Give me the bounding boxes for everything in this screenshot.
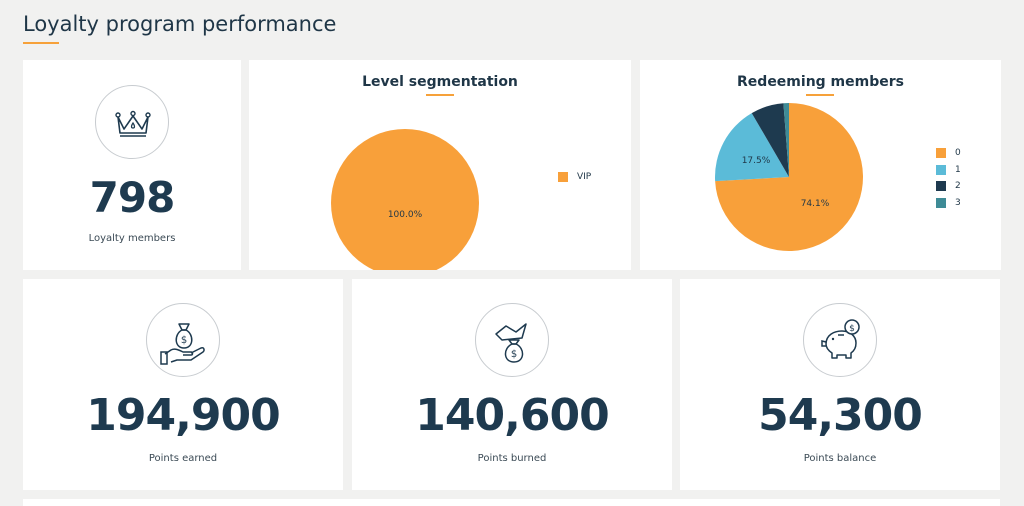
loyalty-members-caption: Loyalty members (88, 233, 176, 244)
legend-item-3[interactable]: 3 (936, 195, 961, 212)
pie-slice-VIP[interactable] (331, 129, 479, 270)
redeeming-members-legend: 0 1 2 3 (936, 145, 961, 211)
pie-slice-1[interactable] (715, 113, 789, 182)
money-bag-fire-icon: $ (475, 303, 549, 377)
legend-swatch (936, 164, 946, 175)
points-balance-card: $ 54,300 Points balance (680, 279, 1000, 490)
pie-slice-label: 17.5% (742, 156, 771, 166)
legend-label: 1 (955, 164, 961, 175)
pie-slice-label: 100.0% (388, 210, 423, 220)
title-underline (23, 42, 59, 44)
legend-item-2[interactable]: 2 (936, 178, 961, 195)
pie-slice-0[interactable] (715, 103, 863, 252)
legend-swatch (936, 197, 946, 208)
legend-item-VIP[interactable]: VIP (558, 169, 591, 186)
points-burned-caption: Points burned (477, 453, 547, 464)
loyalty-members-card: 798 Loyalty members (23, 60, 241, 270)
points-burned-card: $ 140,600 Points burned (352, 279, 672, 490)
pie-slice-label: 74.1% (801, 199, 830, 209)
redeeming-members-card: Redeeming members 74.1% 17.5% 0 1 2 3 (640, 60, 1001, 270)
level-segmentation-title: Level segmentation (362, 74, 518, 90)
redeeming-members-chart: 74.1% 17.5% (715, 103, 863, 252)
piggy-bank-icon: $ (803, 303, 877, 377)
crown-icon (95, 85, 169, 159)
legend-label: VIP (577, 172, 592, 183)
page-title: Loyalty program performance (23, 12, 337, 36)
legend-label: 2 (955, 181, 961, 192)
level-segmentation-chart: 100.0% (331, 129, 479, 270)
legend-item-1[interactable]: 1 (936, 162, 961, 179)
points-earned-card: $ 194,900 Points earned (23, 279, 343, 490)
level-segmentation-legend: VIP (558, 169, 591, 186)
points-earned-caption: Points earned (148, 453, 218, 464)
legend-label: 0 (955, 148, 961, 159)
pie-slice-2[interactable] (751, 103, 789, 177)
legend-swatch (558, 172, 568, 183)
legend-item-0[interactable]: 0 (936, 145, 961, 162)
pie-slice-3[interactable] (783, 103, 789, 177)
heading-underline (806, 94, 834, 96)
bottom-card (23, 499, 1000, 506)
svg-text:$: $ (181, 335, 187, 346)
points-burned-value: 140,600 (415, 390, 609, 441)
loyalty-members-value: 798 (89, 173, 176, 222)
legend-label: 3 (955, 197, 961, 208)
legend-swatch (936, 181, 946, 192)
svg-text:$: $ (849, 324, 855, 334)
legend-swatch (936, 148, 946, 159)
heading-underline (426, 94, 454, 96)
money-bag-hand-icon: $ (146, 303, 220, 377)
svg-text:$: $ (511, 349, 517, 360)
points-earned-value: 194,900 (86, 390, 280, 441)
redeeming-members-title: Redeeming members (737, 74, 904, 90)
points-balance-value: 54,300 (758, 390, 923, 441)
points-balance-caption: Points balance (803, 453, 877, 464)
level-segmentation-card: Level segmentation 100.0% VIP (249, 60, 631, 270)
